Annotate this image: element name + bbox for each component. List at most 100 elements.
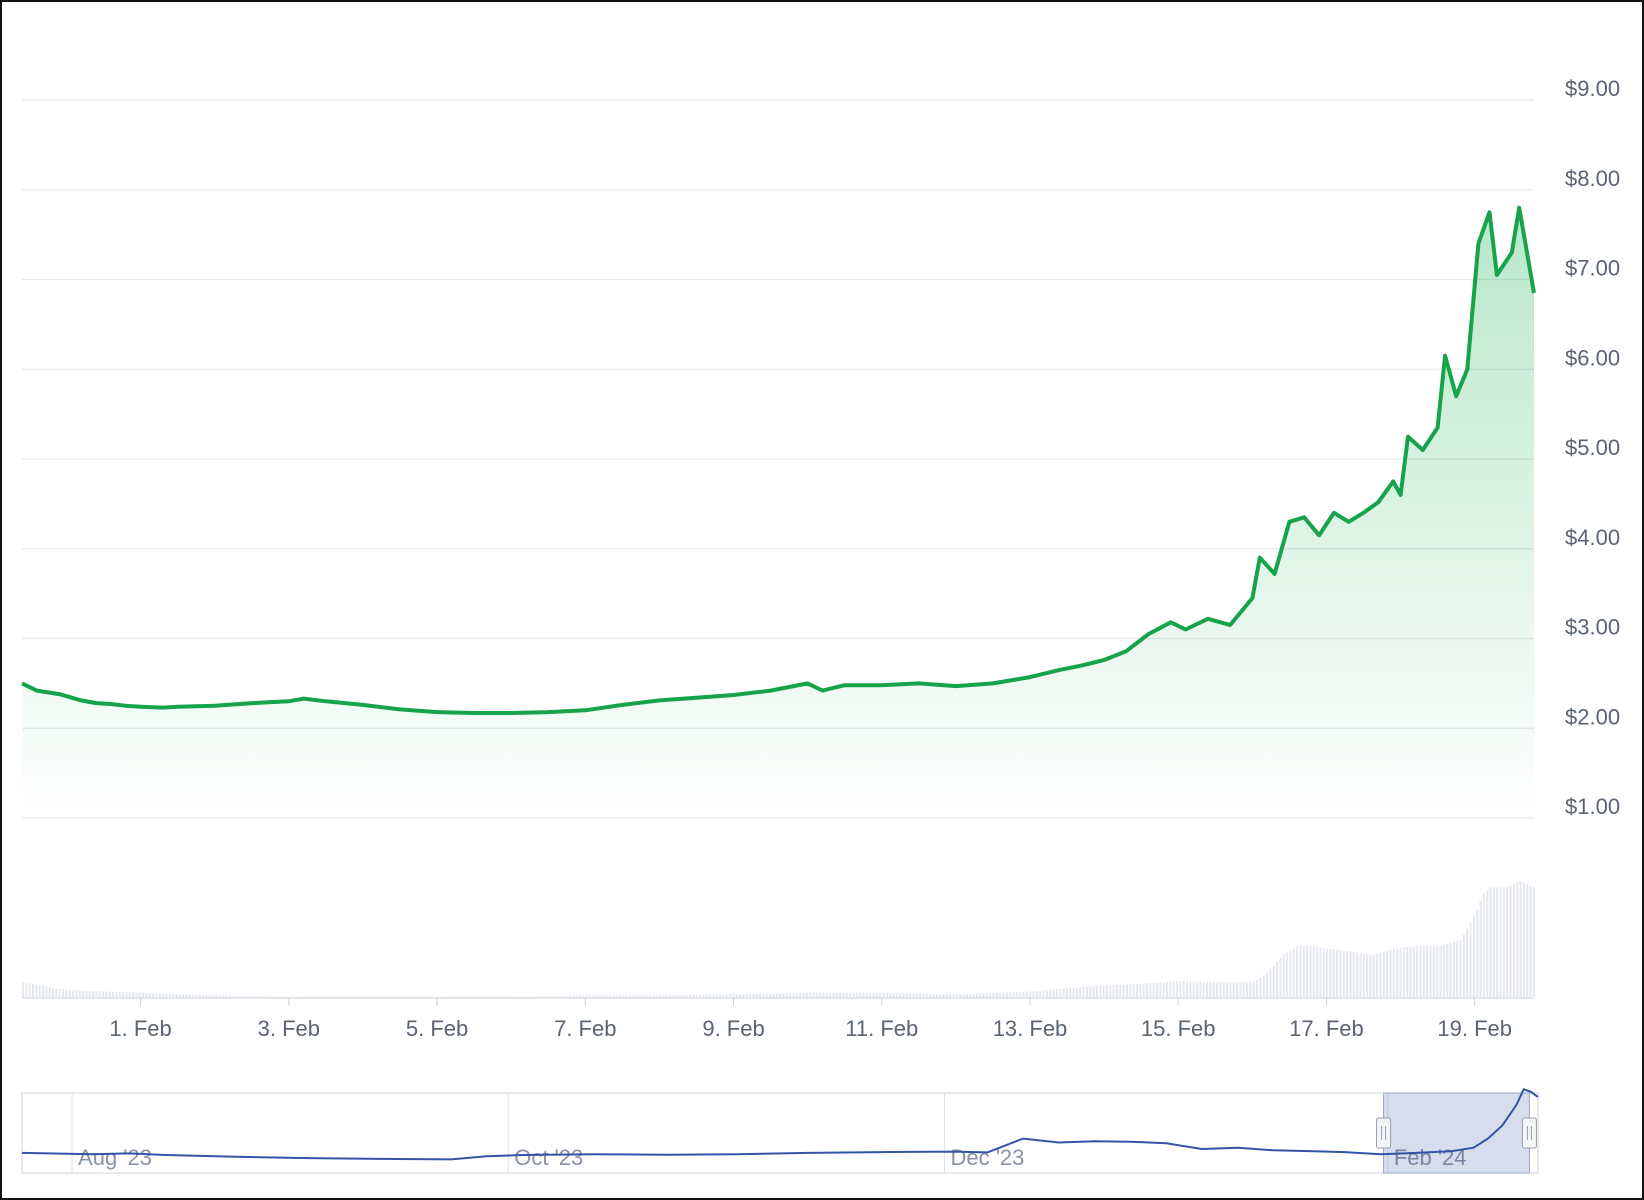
volume-bar: [849, 992, 852, 998]
volume-bar: [155, 993, 158, 998]
y-tick-label: $6.00: [1565, 345, 1620, 370]
volume-bar: [1089, 986, 1092, 998]
volume-bar: [138, 992, 141, 998]
volume-bar: [1456, 940, 1459, 998]
volume-bar: [1422, 946, 1425, 998]
volume-bar: [78, 990, 81, 998]
volume-bar: [1059, 988, 1062, 998]
volume-bar: [1426, 946, 1429, 998]
volume-bar: [1496, 887, 1499, 998]
volume-bar: [1342, 950, 1345, 998]
volume-bar: [1489, 887, 1492, 998]
volume-bar: [425, 996, 428, 998]
volume-bar: [65, 990, 68, 998]
volume-bar: [1349, 951, 1352, 998]
volume-bar: [1039, 990, 1042, 998]
volume-bar: [882, 992, 885, 998]
volume-bar: [402, 996, 405, 998]
volume-bar: [562, 995, 565, 998]
volume-bar: [1269, 969, 1272, 998]
volume-bar: [162, 993, 165, 998]
volume-bar: [945, 993, 948, 998]
volume-bar: [1199, 981, 1202, 998]
volume-bar: [1526, 884, 1529, 998]
volume-bar: [1379, 952, 1382, 998]
volume-bar: [305, 996, 308, 998]
volume-bar: [1309, 946, 1312, 998]
volume-bar: [879, 992, 882, 998]
volume-bar: [1112, 985, 1115, 998]
navigator-left-handle[interactable]: [1376, 1117, 1392, 1149]
volume-bar: [749, 993, 752, 998]
volume-bar: [915, 993, 918, 998]
volume-bar: [1252, 982, 1255, 998]
volume-bar: [512, 996, 515, 998]
navigator-series-line: [21, 1087, 1539, 1161]
volume-bar: [1189, 981, 1192, 998]
volume-bar: [602, 995, 605, 998]
navigator-right-handle[interactable]: [1521, 1117, 1537, 1149]
volume-bar: [675, 995, 678, 998]
volume-bar: [428, 996, 431, 998]
volume-bar: [1286, 952, 1289, 998]
volume-bar: [642, 995, 645, 998]
range-navigator[interactable]: Aug '23 Oct '23 Dec '23 Feb '24: [21, 1087, 1539, 1174]
volume-bar: [682, 994, 685, 998]
volume-bar: [1326, 948, 1329, 998]
volume-bar: [669, 995, 672, 998]
volume-bar: [985, 993, 988, 998]
volume-bar: [1419, 946, 1422, 998]
volume-bar: [408, 996, 411, 998]
volume-bar: [238, 995, 241, 998]
volume-bar: [1105, 985, 1108, 998]
x-tick-label: 15. Feb: [1141, 1016, 1216, 1041]
y-axis-labels: $1.00 $2.00 $3.00 $4.00 $5.00 $6.00 $7.00 $8.00…: [1565, 76, 1620, 819]
volume-bar: [218, 995, 221, 998]
volume-bar: [1406, 947, 1409, 998]
volume-bar: [605, 995, 608, 998]
volume-bar: [1449, 942, 1452, 998]
volume-bar: [435, 996, 438, 998]
volume-bar: [1499, 887, 1502, 998]
volume-bar: [839, 992, 842, 998]
volume-bar: [175, 994, 178, 998]
volume-bar: [268, 996, 271, 998]
y-tick-label: $1.00: [1565, 794, 1620, 819]
volume-bar: [412, 996, 415, 998]
volume-bar: [852, 992, 855, 998]
volume-bar: [248, 995, 251, 998]
volume-bar: [1062, 988, 1065, 998]
volume-bar: [995, 992, 998, 998]
volume-bar: [1002, 992, 1005, 998]
volume-bar: [795, 993, 798, 998]
navigator-label: Dec '23: [950, 1145, 1024, 1170]
volume-bar: [662, 995, 665, 998]
volume-bar: [612, 995, 615, 998]
volume-bar: [488, 996, 491, 998]
volume-bar: [325, 996, 328, 998]
volume-bar: [989, 992, 992, 998]
volume-bar: [275, 996, 278, 998]
volume-bar: [475, 996, 478, 998]
volume-bar: [285, 996, 288, 998]
volume-bar: [1162, 982, 1165, 998]
navigator-selection[interactable]: [1383, 1092, 1530, 1174]
volume-bar: [1486, 890, 1489, 998]
volume-bar: [1239, 982, 1242, 998]
volume-bar: [1462, 934, 1465, 998]
volume-bar: [832, 992, 835, 998]
volume-bar: [955, 994, 958, 998]
volume-bar: [1266, 972, 1269, 998]
volume-bar: [112, 991, 115, 998]
volume-bar: [1416, 946, 1419, 998]
volume-bar: [1352, 951, 1355, 998]
volume-bar: [1015, 991, 1018, 998]
volume-bar: [1376, 953, 1379, 998]
volume-bar: [132, 992, 135, 998]
volume-bar: [108, 991, 111, 998]
volume-bar: [1142, 983, 1145, 998]
volume-bar: [328, 996, 331, 998]
volume-bar: [282, 996, 285, 998]
volume-bar: [365, 996, 368, 998]
volume-bar: [1045, 990, 1048, 998]
